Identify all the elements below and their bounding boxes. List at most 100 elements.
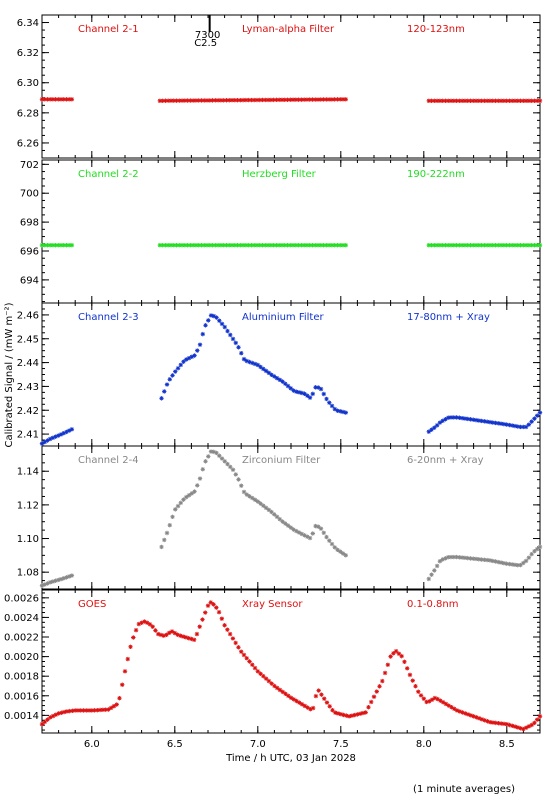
data-point bbox=[329, 97, 335, 102]
data-point bbox=[429, 243, 434, 248]
data-point bbox=[230, 636, 236, 641]
data-point bbox=[197, 342, 203, 347]
y-tick-label: 2.41 bbox=[17, 430, 39, 441]
data-point bbox=[258, 501, 263, 506]
data-point bbox=[407, 672, 413, 678]
data-point bbox=[225, 461, 230, 467]
data-point bbox=[490, 420, 495, 425]
data-point bbox=[47, 436, 53, 442]
data-point bbox=[338, 409, 343, 414]
data-point bbox=[343, 410, 348, 415]
data-point bbox=[357, 711, 363, 716]
data-point bbox=[363, 710, 368, 715]
data-point bbox=[235, 97, 240, 103]
data-point bbox=[335, 408, 340, 413]
data-point bbox=[163, 243, 168, 248]
data-point bbox=[537, 544, 543, 550]
y-tick-label: 694 bbox=[20, 275, 39, 286]
data-point bbox=[172, 630, 177, 636]
data-point bbox=[521, 726, 526, 732]
data-point bbox=[377, 684, 382, 689]
data-point bbox=[296, 243, 301, 248]
y-tick-label: 0.0022 bbox=[4, 633, 39, 644]
y-tick-label: 2.43 bbox=[17, 382, 39, 393]
data-point bbox=[206, 318, 211, 323]
data-point bbox=[249, 97, 254, 103]
data-series-segment bbox=[157, 243, 348, 248]
data-point bbox=[341, 712, 346, 718]
data-point bbox=[476, 716, 482, 721]
data-point bbox=[324, 97, 329, 102]
data-point bbox=[203, 323, 208, 328]
y-tick-label: 698 bbox=[20, 218, 39, 229]
data-point bbox=[261, 503, 266, 508]
data-point bbox=[66, 428, 72, 433]
data-point bbox=[268, 97, 274, 103]
data-point bbox=[100, 707, 106, 713]
data-point bbox=[471, 243, 476, 248]
data-point bbox=[321, 243, 326, 248]
data-point bbox=[260, 243, 265, 248]
data-point bbox=[189, 636, 194, 642]
data-point bbox=[263, 243, 268, 248]
data-point bbox=[180, 634, 186, 639]
data-point bbox=[42, 719, 47, 725]
data-point bbox=[432, 243, 437, 248]
data-point bbox=[274, 97, 279, 103]
data-point bbox=[380, 678, 385, 684]
data-point bbox=[274, 685, 280, 691]
data-point bbox=[81, 708, 86, 713]
data-point bbox=[535, 243, 540, 248]
data-point bbox=[157, 243, 163, 248]
data-point bbox=[426, 98, 431, 103]
data-point bbox=[218, 98, 224, 103]
data-point bbox=[443, 417, 448, 422]
data-point bbox=[307, 395, 313, 400]
panel-filter-label: Aluminium Filter bbox=[242, 312, 325, 323]
data-point bbox=[167, 377, 172, 382]
data-point bbox=[50, 579, 56, 584]
data-point bbox=[241, 489, 247, 495]
panel-channel-label: Channel 2-4 bbox=[78, 455, 139, 466]
data-point bbox=[305, 393, 310, 398]
data-point bbox=[512, 423, 518, 429]
data-point bbox=[326, 97, 332, 102]
data-point bbox=[473, 243, 479, 248]
panel-5: 0.0014 0.0016 0.0018 0.0020 0.0022 0.0024 0.00… bbox=[4, 589, 543, 734]
data-point bbox=[310, 531, 315, 536]
data-point bbox=[246, 243, 251, 248]
data-point bbox=[277, 687, 283, 693]
data-point bbox=[324, 396, 329, 402]
data-point bbox=[114, 702, 119, 707]
y-tick-label: 2.42 bbox=[17, 406, 39, 417]
data-point bbox=[490, 98, 495, 103]
data-point bbox=[47, 243, 53, 248]
panel-band-label: 190-222nm bbox=[407, 169, 465, 180]
data-point bbox=[64, 97, 69, 102]
data-point bbox=[490, 243, 495, 248]
panel-frame bbox=[41, 302, 541, 447]
y-tick-label: 0.0016 bbox=[4, 691, 39, 702]
data-point bbox=[526, 98, 532, 103]
data-point bbox=[58, 576, 64, 582]
data-point bbox=[432, 568, 437, 573]
data-point bbox=[222, 324, 227, 330]
data-series-segment bbox=[39, 243, 75, 248]
data-point bbox=[440, 557, 445, 562]
data-point bbox=[454, 415, 459, 420]
data-point bbox=[160, 243, 165, 248]
data-point bbox=[156, 631, 161, 637]
data-point bbox=[457, 98, 462, 103]
data-point bbox=[185, 98, 190, 103]
data-point bbox=[165, 243, 171, 248]
data-point bbox=[66, 243, 72, 248]
data-point bbox=[274, 514, 280, 519]
data-point bbox=[252, 243, 257, 248]
data-point bbox=[179, 243, 185, 248]
data-point bbox=[69, 97, 75, 102]
data-point bbox=[335, 711, 341, 716]
data-point bbox=[42, 243, 47, 248]
data-point bbox=[326, 243, 332, 248]
data-point bbox=[64, 709, 70, 714]
data-point bbox=[484, 98, 490, 103]
